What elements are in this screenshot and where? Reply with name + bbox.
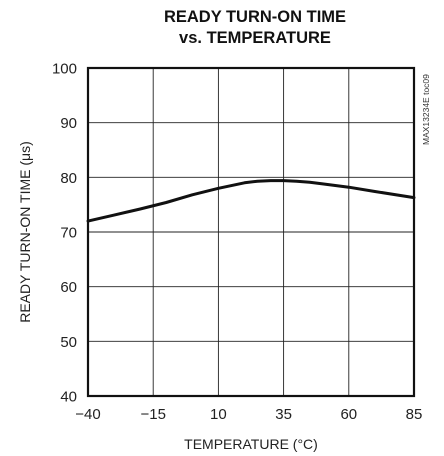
y-tick-label: 80 [60,170,77,187]
y-tick-label: 70 [60,225,77,242]
figure-code-label: MAX13234E toc09 [421,74,431,145]
y-tick-label: 90 [60,115,77,132]
y-tick-label: 60 [60,279,77,296]
y-axis-label: READY TURN-ON TIME (μs) [17,141,33,323]
x-tick-label: 10 [210,406,227,423]
x-tick-label: 60 [340,406,357,423]
series-line-0 [86,179,416,223]
x-tick-label: −40 [75,406,100,423]
y-tick-label: 100 [52,61,77,78]
chart-subtitle: vs. TEMPERATURE [179,29,331,47]
plot-frame [86,66,416,398]
y-tick-label: 40 [60,389,77,406]
x-tick-label: 85 [406,406,423,423]
x-axis-label: TEMPERATURE (°C) [184,436,318,452]
x-tick-label: 35 [275,406,292,423]
x-tick-label: −15 [140,406,165,423]
series-layer [86,179,416,223]
tick-labels: −40 −15 10 35 60 85 40 50 60 70 80 90 100 [52,61,422,424]
y-tick-label: 50 [60,334,77,351]
grid [88,68,414,396]
chart-title: READY TURN-ON TIME [164,8,346,26]
